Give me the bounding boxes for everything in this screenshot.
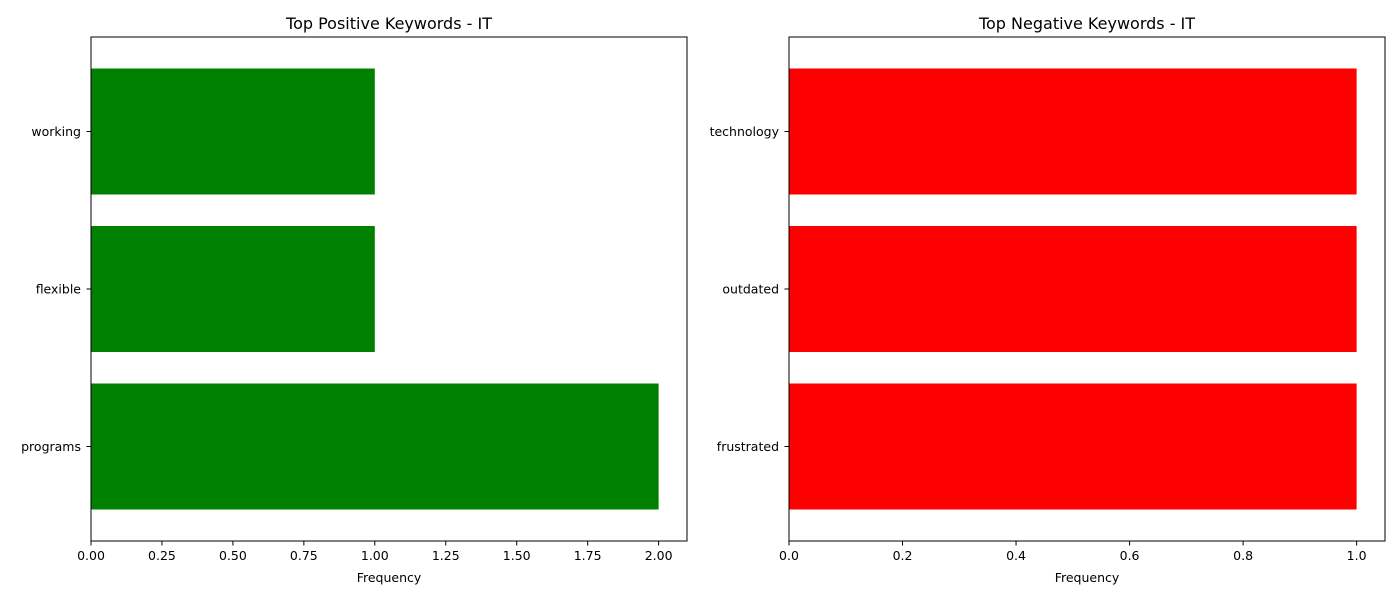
negative-bar-outdated <box>789 226 1357 352</box>
negative-x-axis-label: Frequency <box>1055 570 1120 585</box>
negative-bar-frustrated <box>789 383 1357 510</box>
positive-bar-programs <box>91 383 659 510</box>
negative-x-tick-label: 0.2 <box>893 548 913 563</box>
positive-x-tick-label: 0.75 <box>290 548 318 563</box>
negative-bars <box>789 68 1357 510</box>
negative-x-tick-label: 1.0 <box>1347 548 1367 563</box>
positive-x-ticks: 0.00 0.25 0.50 0.75 1.00 1.25 1.50 1.75 2.00 <box>77 541 673 563</box>
positive-keywords-chart: Top Positive Keywords - IT Frequency 0.0… <box>21 14 688 585</box>
positive-y-tick-label: working <box>31 124 81 139</box>
positive-x-tick-label: 0.00 <box>77 548 105 563</box>
positive-y-tick-label: flexible <box>36 282 82 297</box>
positive-plot-frame <box>90 36 688 542</box>
positive-chart-title: Top Positive Keywords - IT <box>285 14 492 33</box>
positive-bar-flexible <box>91 226 375 352</box>
positive-x-tick-label: 1.75 <box>574 548 602 563</box>
negative-x-tick-label: 0.4 <box>1006 548 1026 563</box>
negative-y-tick-label: outdated <box>722 282 779 297</box>
negative-y-tick-label: frustrated <box>717 439 779 454</box>
positive-x-tick-label: 0.25 <box>148 548 176 563</box>
positive-x-tick-label: 1.50 <box>503 548 531 563</box>
positive-y-ticks: programs flexible working <box>21 124 91 454</box>
negative-y-tick-label: technology <box>710 124 780 139</box>
positive-bars <box>91 68 659 510</box>
negative-plot-frame <box>788 36 1386 542</box>
negative-x-tick-label: 0.8 <box>1233 548 1253 563</box>
positive-x-tick-label: 0.50 <box>219 548 247 563</box>
positive-x-tick-label: 1.25 <box>432 548 460 563</box>
negative-x-tick-label: 0.0 <box>779 548 799 563</box>
negative-bar-technology <box>789 68 1357 195</box>
negative-x-tick-label: 0.6 <box>1120 548 1140 563</box>
positive-x-axis-label: Frequency <box>357 570 422 585</box>
positive-x-tick-label: 1.00 <box>361 548 389 563</box>
negative-y-ticks: frustrated outdated technology <box>710 124 789 454</box>
positive-y-tick-label: programs <box>21 439 81 454</box>
positive-bar-working <box>91 68 375 195</box>
positive-x-tick-label: 2.00 <box>645 548 673 563</box>
negative-chart-title: Top Negative Keywords - IT <box>978 14 1195 33</box>
negative-keywords-chart: Top Negative Keywords - IT Frequency 0.0… <box>710 14 1386 585</box>
negative-x-ticks: 0.0 0.2 0.4 0.6 0.8 1.0 <box>779 541 1367 563</box>
